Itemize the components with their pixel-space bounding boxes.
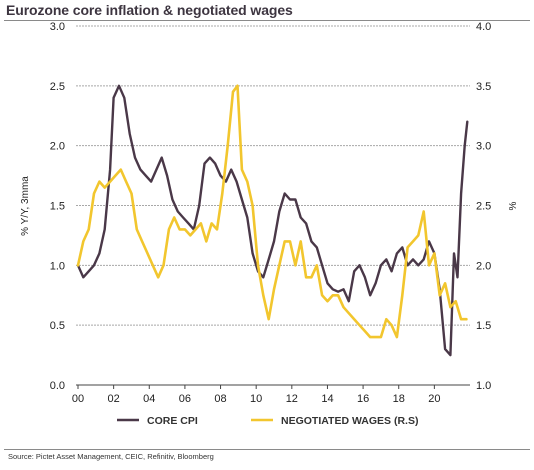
- y2-tick-label: 4.0: [476, 21, 491, 33]
- series-line-negotiated-wages: [78, 86, 466, 337]
- series-lines: [78, 86, 467, 355]
- x-tick-label: 18: [393, 393, 405, 405]
- y-tick-label: 2.5: [50, 81, 65, 93]
- y2-tick-label: 3.5: [476, 81, 491, 93]
- y2-tick-label: 3.0: [476, 141, 491, 153]
- y-axis-label: % Y/Y, 3mma: [20, 176, 31, 236]
- x-tick-label: 14: [321, 393, 333, 405]
- y2-axis-label: %: [508, 201, 519, 210]
- legend: CORE CPI NEGOTIATED WAGES (R.S): [117, 415, 418, 427]
- y-tick-label: 1.0: [50, 260, 65, 272]
- source-rule: [4, 449, 530, 450]
- y-tick-label: 1.5: [50, 201, 65, 213]
- source-note: Source: Pictet Asset Management, CEIC, R…: [8, 452, 214, 461]
- y-tick-label: 0.0: [50, 380, 65, 392]
- x-tick-label: 10: [250, 393, 262, 405]
- legend-label-core-cpi: CORE CPI: [147, 415, 198, 427]
- x-tick-label: 06: [179, 393, 191, 405]
- x-tick-label: 20: [428, 393, 440, 405]
- y2-tick-label: 2.0: [476, 260, 491, 272]
- x-tick-label: 04: [143, 393, 155, 405]
- x-tick-label: 12: [286, 393, 298, 405]
- legend-label-negotiated-wages: NEGOTIATED WAGES (R.S): [281, 415, 418, 427]
- x-tick-label: 08: [214, 393, 226, 405]
- y-tick-label: 0.5: [50, 320, 65, 332]
- y2-tick-label: 1.0: [476, 380, 491, 392]
- gridlines: [76, 26, 470, 385]
- y-tick-label: 3.0: [50, 21, 65, 33]
- y-tick-label: 2.0: [50, 141, 65, 153]
- x-tick-label: 00: [72, 393, 84, 405]
- x-tick-label: 02: [108, 393, 120, 405]
- x-tick-label: 16: [357, 393, 369, 405]
- y2-tick-label: 2.5: [476, 201, 491, 213]
- y2-tick-label: 1.5: [476, 320, 491, 332]
